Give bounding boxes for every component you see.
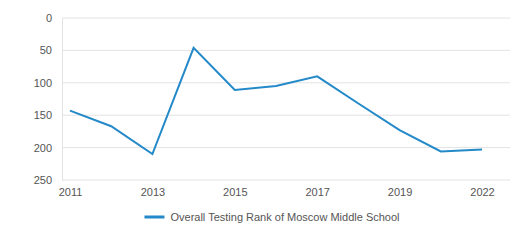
x-tick: 2022 bbox=[470, 180, 494, 198]
x-tick: 2015 bbox=[223, 180, 247, 198]
x-axis-line bbox=[71, 180, 483, 181]
plot-area bbox=[70, 48, 482, 154]
x-tick-label: 2015 bbox=[223, 186, 247, 198]
y-axis-line bbox=[62, 19, 63, 181]
y-tick-label: 0 bbox=[46, 12, 52, 24]
y-tick-label: 250 bbox=[34, 174, 52, 186]
x-tick-label: 2022 bbox=[470, 186, 494, 198]
chart: 0 50 100 150 200 250 2011 2013 2015 2017 2019 2022 O… bbox=[0, 0, 524, 230]
grid-line bbox=[62, 18, 510, 19]
grid-line bbox=[62, 147, 510, 148]
x-tick-label: 2011 bbox=[59, 186, 83, 198]
y-axis: 0 50 100 150 200 250 bbox=[34, 12, 63, 186]
series-line bbox=[70, 48, 482, 154]
legend-swatch bbox=[144, 216, 164, 219]
legend-label: Overall Testing Rank of Moscow Middle Sc… bbox=[170, 211, 399, 223]
x-tick-label: 2013 bbox=[141, 186, 165, 198]
y-tick: 250 bbox=[34, 174, 62, 186]
grid-line bbox=[62, 50, 510, 51]
x-tick: 2011 bbox=[59, 180, 83, 198]
y-tick-label: 50 bbox=[40, 44, 52, 56]
y-tick: 150 bbox=[34, 109, 62, 121]
x-axis: 2011 2013 2015 2017 2019 2022 bbox=[59, 180, 495, 198]
x-tick: 2019 bbox=[388, 180, 412, 198]
x-tick: 2013 bbox=[141, 180, 165, 198]
y-tick-label: 150 bbox=[34, 109, 52, 121]
grid-line bbox=[62, 115, 510, 116]
legend: Overall Testing Rank of Moscow Middle Sc… bbox=[144, 211, 399, 223]
y-tick: 50 bbox=[40, 44, 62, 56]
grid-line bbox=[62, 180, 510, 181]
x-tick-label: 2017 bbox=[305, 186, 329, 198]
grid bbox=[62, 18, 510, 180]
y-tick-label: 100 bbox=[34, 77, 52, 89]
y-tick: 0 bbox=[46, 12, 62, 24]
x-tick-label: 2019 bbox=[388, 186, 412, 198]
x-tick: 2017 bbox=[305, 180, 329, 198]
y-tick: 100 bbox=[34, 77, 62, 89]
y-tick-label: 200 bbox=[34, 142, 52, 154]
y-tick: 200 bbox=[34, 142, 62, 154]
